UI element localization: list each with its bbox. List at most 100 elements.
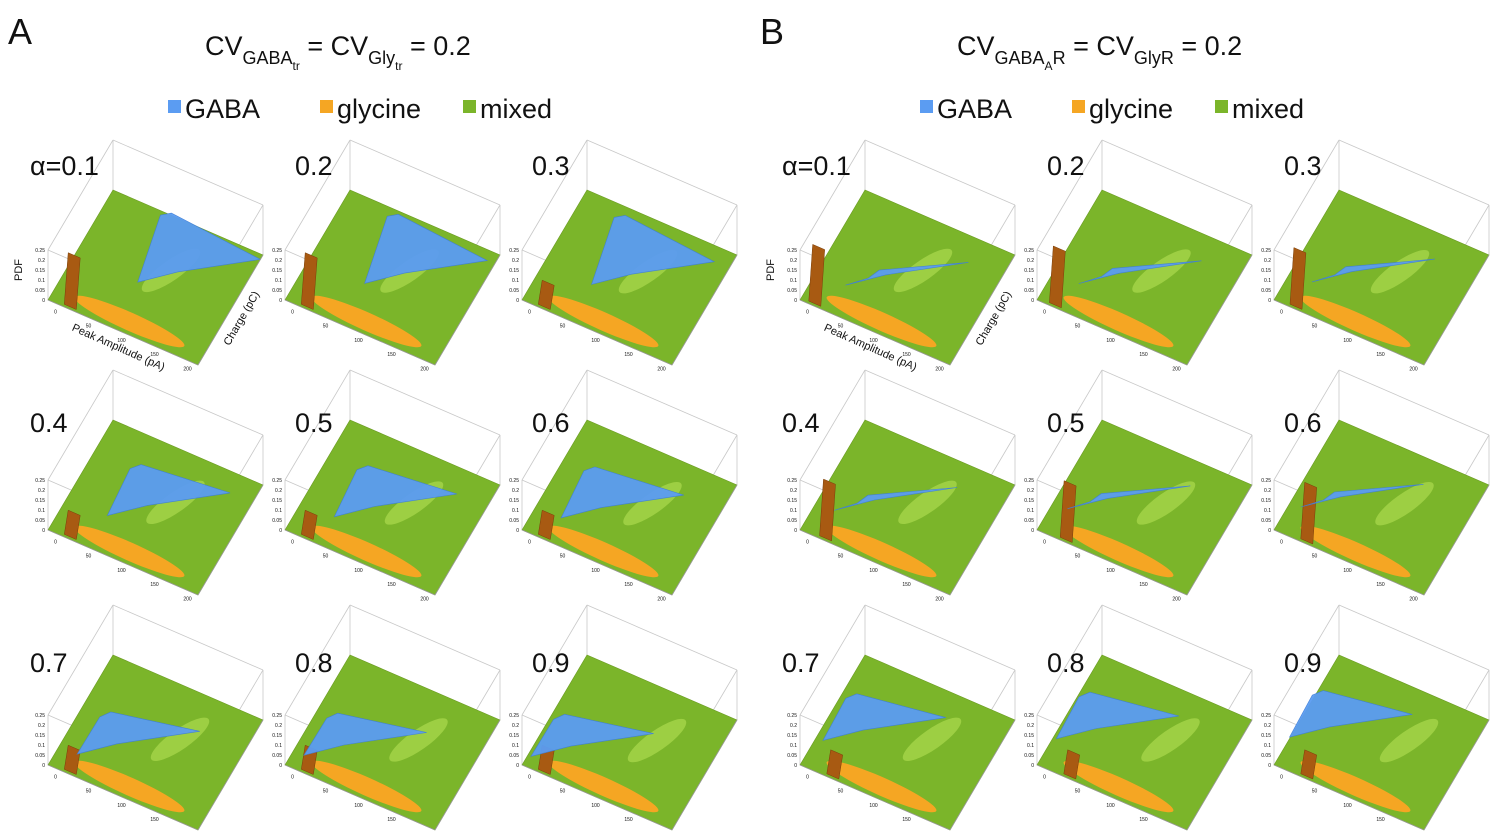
z-tick-label: 0.1 (275, 743, 282, 749)
alpha-label: 0.9 (532, 648, 570, 678)
z-tick-label: 0.1 (1027, 743, 1034, 749)
z-tick-label: 0.25 (1024, 478, 1034, 484)
z-tick-label: 0.15 (1024, 498, 1034, 504)
z-tick-label: 0 (1268, 528, 1271, 534)
z-tick-label: 0.25 (509, 478, 519, 484)
z-tick-label: 0.05 (509, 518, 519, 524)
z-tick-label: 0.05 (272, 518, 282, 524)
z-tick-label: 0.2 (275, 723, 282, 729)
x-tick-label: 100 (354, 568, 363, 574)
title-part: = CV (1066, 31, 1134, 61)
z-tick-label: 0.15 (787, 733, 797, 739)
alpha-label: 0.4 (30, 408, 68, 438)
x-tick-label: 50 (1312, 324, 1318, 330)
title-part: tr (395, 59, 402, 73)
panel-label: A (8, 11, 32, 52)
surface-plot: 0.250.20.150.10.0500501001502000.5 (272, 370, 500, 602)
z-tick-label: 0.2 (1027, 723, 1034, 729)
z-tick-label: 0.1 (1264, 278, 1271, 284)
z-tick-label: 0.15 (272, 268, 282, 274)
x-tick-label: 50 (838, 554, 844, 560)
z-tick-label: 0.2 (1264, 488, 1271, 494)
x-tick-label: 200 (935, 366, 944, 372)
x-tick-label: 50 (323, 789, 329, 795)
surface-plot: 0.250.20.150.10.0500501001502000.2 (1024, 140, 1252, 372)
z-tick-label: 0.15 (787, 268, 797, 274)
title-part: = 0.2 (1174, 31, 1242, 61)
x-tick-label: 100 (591, 568, 600, 574)
x-tick-label: 200 (1409, 366, 1418, 372)
x-tick-label: 50 (1075, 554, 1081, 560)
surface-plot: 0.250.20.150.10.0500501001502000.4 (782, 370, 1015, 602)
surface-plot: 0.250.20.150.10.0500501001502000.3 (1261, 140, 1489, 372)
x-tick-label: 0 (54, 309, 57, 315)
alpha-label: 0.3 (532, 151, 570, 181)
panel-label: B (760, 11, 784, 52)
x-tick-label: 150 (1139, 817, 1148, 823)
z-tick-label: 0.25 (1261, 248, 1271, 254)
x-tick-label: 0 (1043, 309, 1046, 315)
z-tick-label: 0.25 (1024, 713, 1034, 719)
surface-plot: 0.250.20.150.10.050050100150200α=0.1PDFP… (13, 140, 263, 374)
x-tick-label: 150 (1376, 817, 1385, 823)
z-tick-label: 0 (279, 298, 282, 304)
z-tick-label: 0.1 (1027, 508, 1034, 514)
title-part: tr (293, 59, 300, 73)
x-tick-label: 150 (150, 817, 159, 823)
x-tick-label: 100 (1106, 803, 1115, 809)
x-tick-label: 150 (1139, 582, 1148, 588)
legend-label: mixed (1232, 94, 1304, 124)
surface-plot: 0.250.20.150.10.0500501001502000.4 (30, 370, 263, 602)
z-tick-label: 0.15 (1024, 733, 1034, 739)
z-tick-label: 0.1 (1027, 278, 1034, 284)
z-tick-label: 0.25 (1261, 478, 1271, 484)
x-tick-label: 150 (902, 817, 911, 823)
x-tick-label: 100 (354, 803, 363, 809)
alpha-label: 0.5 (1047, 408, 1085, 438)
surface-plot: 0.250.20.150.10.0500501001502000.6 (509, 370, 737, 602)
z-tick-label: 0.15 (1261, 733, 1271, 739)
z-tick-label: 0.05 (35, 288, 45, 294)
z-tick-label: 0.05 (1261, 753, 1271, 759)
alpha-label: 0.2 (1047, 151, 1085, 181)
x-tick-label: 150 (624, 817, 633, 823)
surface-plot: 0.250.20.150.10.0500501001502000.5 (1024, 370, 1252, 602)
box-edge (1339, 370, 1489, 435)
surface-plot: 0.250.20.150.10.050050100150200α=0.1PDFP… (765, 140, 1015, 374)
alpha-label: 0.5 (295, 408, 333, 438)
panel-title: CVGABAtr = CVGlytr = 0.2 (205, 31, 471, 73)
x-tick-label: 0 (1280, 309, 1283, 315)
z-tick-label: 0.05 (1261, 518, 1271, 524)
x-tick-label: 200 (420, 366, 429, 372)
box-edge (113, 140, 263, 205)
x-tick-label: 50 (1312, 789, 1318, 795)
z-tick-label: 0 (279, 763, 282, 769)
box-edge (865, 370, 1015, 435)
z-tick-label: 0.2 (275, 258, 282, 264)
box-edge (1102, 370, 1252, 435)
z-tick-label: 0.1 (275, 278, 282, 284)
z-axis-label: PDF (13, 259, 25, 281)
x-tick-label: 150 (387, 352, 396, 358)
z-tick-label: 0.05 (1261, 288, 1271, 294)
x-tick-label: 100 (117, 803, 126, 809)
z-tick-label: 0 (1031, 528, 1034, 534)
z-tick-label: 0 (279, 528, 282, 534)
x-tick-label: 150 (387, 817, 396, 823)
legend-label: GABA (937, 94, 1012, 124)
title-part: = CV (300, 31, 368, 61)
title-part: GlyR (1134, 48, 1174, 68)
alpha-label: 0.6 (1284, 408, 1322, 438)
x-tick-label: 50 (86, 789, 92, 795)
surface-plot: 0.250.20.150.10.0500501001502000.6 (1261, 370, 1489, 602)
z-tick-label: 0 (516, 298, 519, 304)
figure: A CVGABAtr = CVGlytr = 0.2 GABA glycine mixe… (0, 0, 1502, 831)
legend-label: glycine (337, 94, 421, 124)
surface-plot: 0.250.20.150.10.0500501001502000.8 (272, 605, 500, 831)
legend-label: glycine (1089, 94, 1173, 124)
surface-plot: 0.250.20.150.10.0500501001502000.9 (509, 605, 737, 831)
z-tick-label: 0.2 (790, 488, 797, 494)
x-tick-label: 0 (291, 309, 294, 315)
legend-swatch (463, 100, 476, 113)
